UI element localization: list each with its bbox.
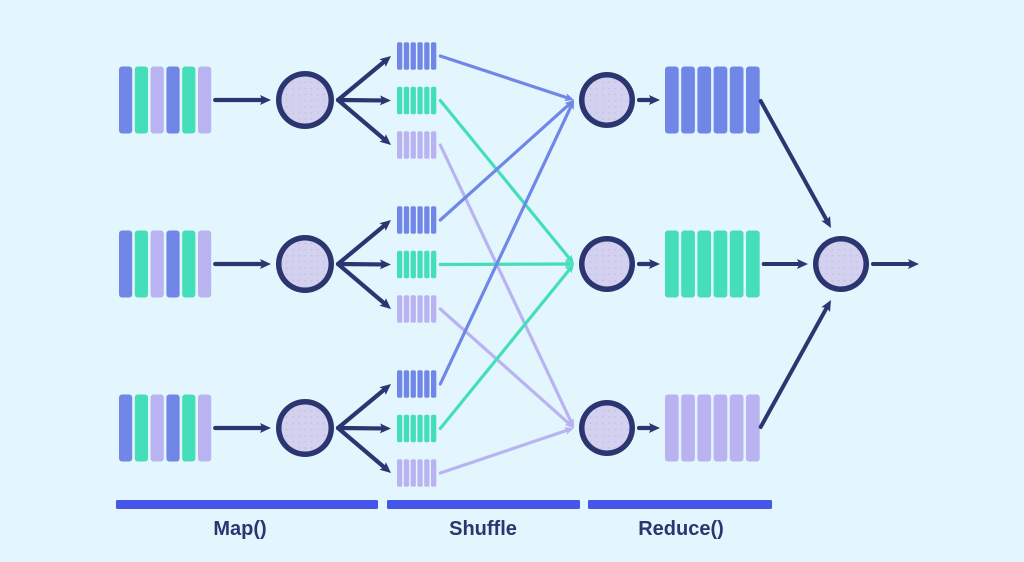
svg-text:Shuffle: Shuffle: [449, 518, 517, 540]
svg-text:Map(): Map(): [213, 518, 266, 540]
svg-text:Reduce(): Reduce(): [638, 518, 724, 540]
